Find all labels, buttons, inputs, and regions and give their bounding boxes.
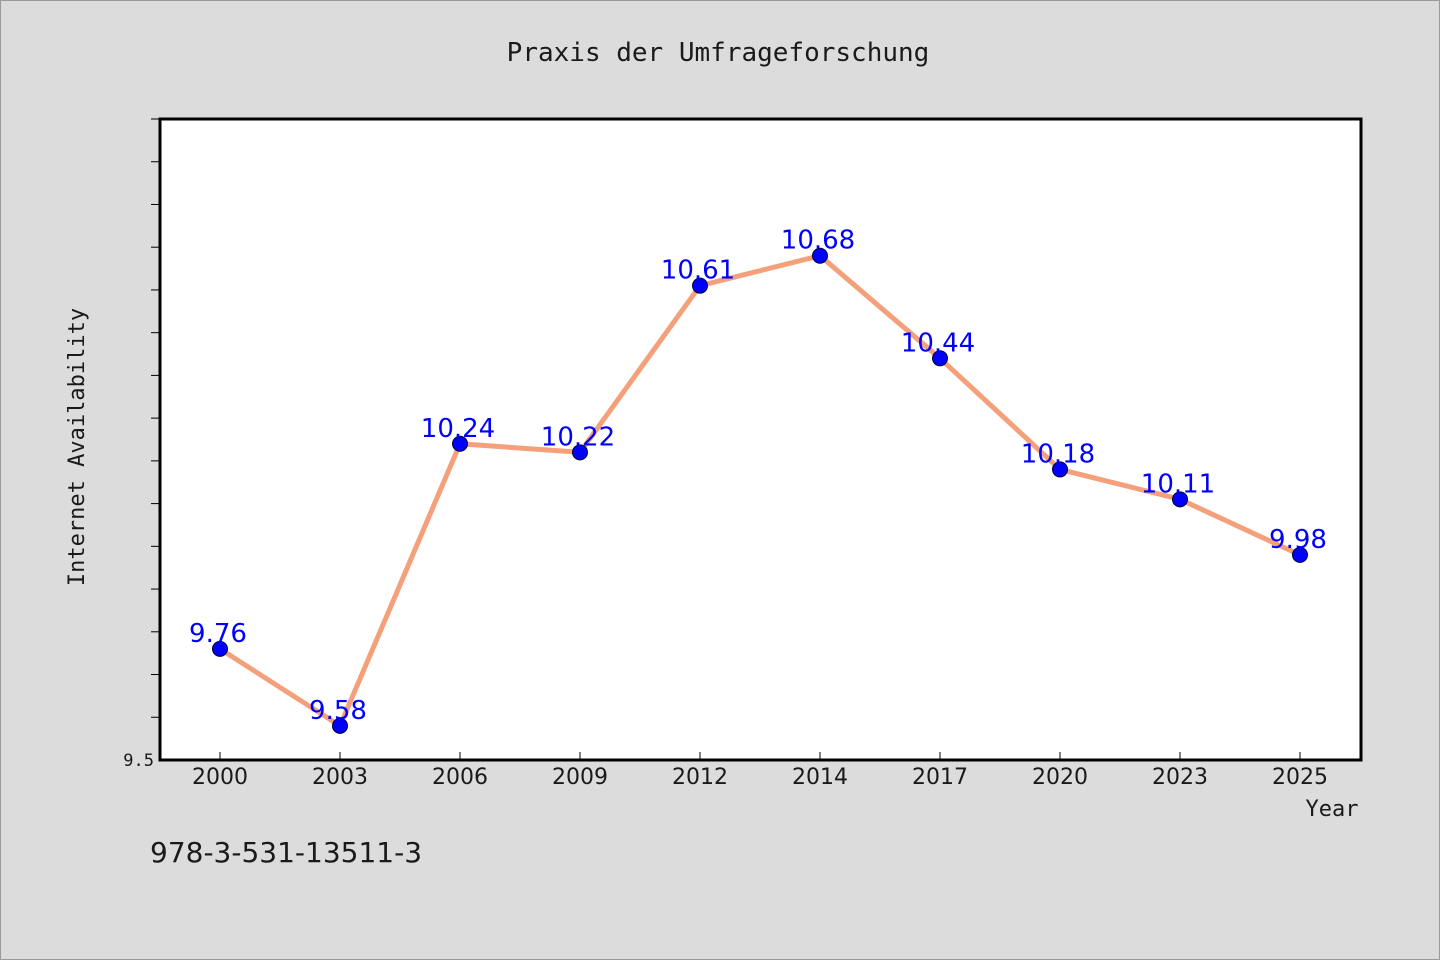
data-label: 9.58 (309, 696, 367, 726)
chart-title: Praxis der Umfrageforschung (507, 38, 930, 68)
x-tick-label: 2012 (672, 765, 728, 790)
data-label: 9.98 (1269, 525, 1327, 555)
x-tick-label: 2020 (1032, 765, 1088, 790)
data-point (1052, 461, 1068, 478)
data-label: 10.11 (1141, 469, 1215, 499)
data-point (332, 717, 348, 734)
x-tick-label: 2003 (312, 765, 368, 790)
data-markers (212, 247, 1308, 734)
data-point (452, 435, 468, 452)
data-label: 10.61 (661, 256, 735, 286)
x-tick-label: 2014 (792, 765, 848, 790)
data-label: 10.22 (541, 422, 615, 452)
x-tick-label: 2009 (552, 765, 608, 790)
data-point (932, 350, 948, 367)
plot-area (158, 117, 1363, 762)
isbn-text: 978-3-531-13511-3 (150, 836, 422, 869)
data-labels: 9.76 9.58 10.24 10.22 10.61 10.68 10.44 10.18 10… (189, 226, 1327, 726)
data-label: 10.44 (901, 328, 975, 358)
data-point (572, 444, 588, 461)
data-point (212, 640, 228, 657)
y-axis-label: Internet Availability (65, 308, 90, 586)
data-point (1172, 491, 1188, 508)
x-axis-label: Year (1306, 797, 1359, 822)
x-tick-label: 2025 (1272, 765, 1328, 790)
data-label: 9.76 (189, 619, 247, 649)
x-tick-label: 2000 (192, 765, 248, 790)
data-point (812, 247, 828, 264)
x-tick-label: 2017 (912, 765, 968, 790)
y-tick-label: 9.5 (123, 751, 154, 771)
data-point (692, 277, 708, 294)
data-label: 10.18 (1021, 439, 1095, 469)
series-line (217, 253, 1303, 729)
x-axis-ticks: 2000 2003 2006 2009 2012 2014 2017 2020 2023 2025 (192, 752, 1328, 790)
x-tick-label: 2006 (432, 765, 488, 790)
data-label: 10.24 (421, 414, 495, 444)
series-line-group (217, 253, 1303, 729)
data-label: 10.68 (781, 226, 855, 256)
data-point (1292, 546, 1308, 563)
y-axis-ticks: 9.5 (123, 118, 160, 771)
x-tick-label: 2023 (1152, 765, 1208, 790)
